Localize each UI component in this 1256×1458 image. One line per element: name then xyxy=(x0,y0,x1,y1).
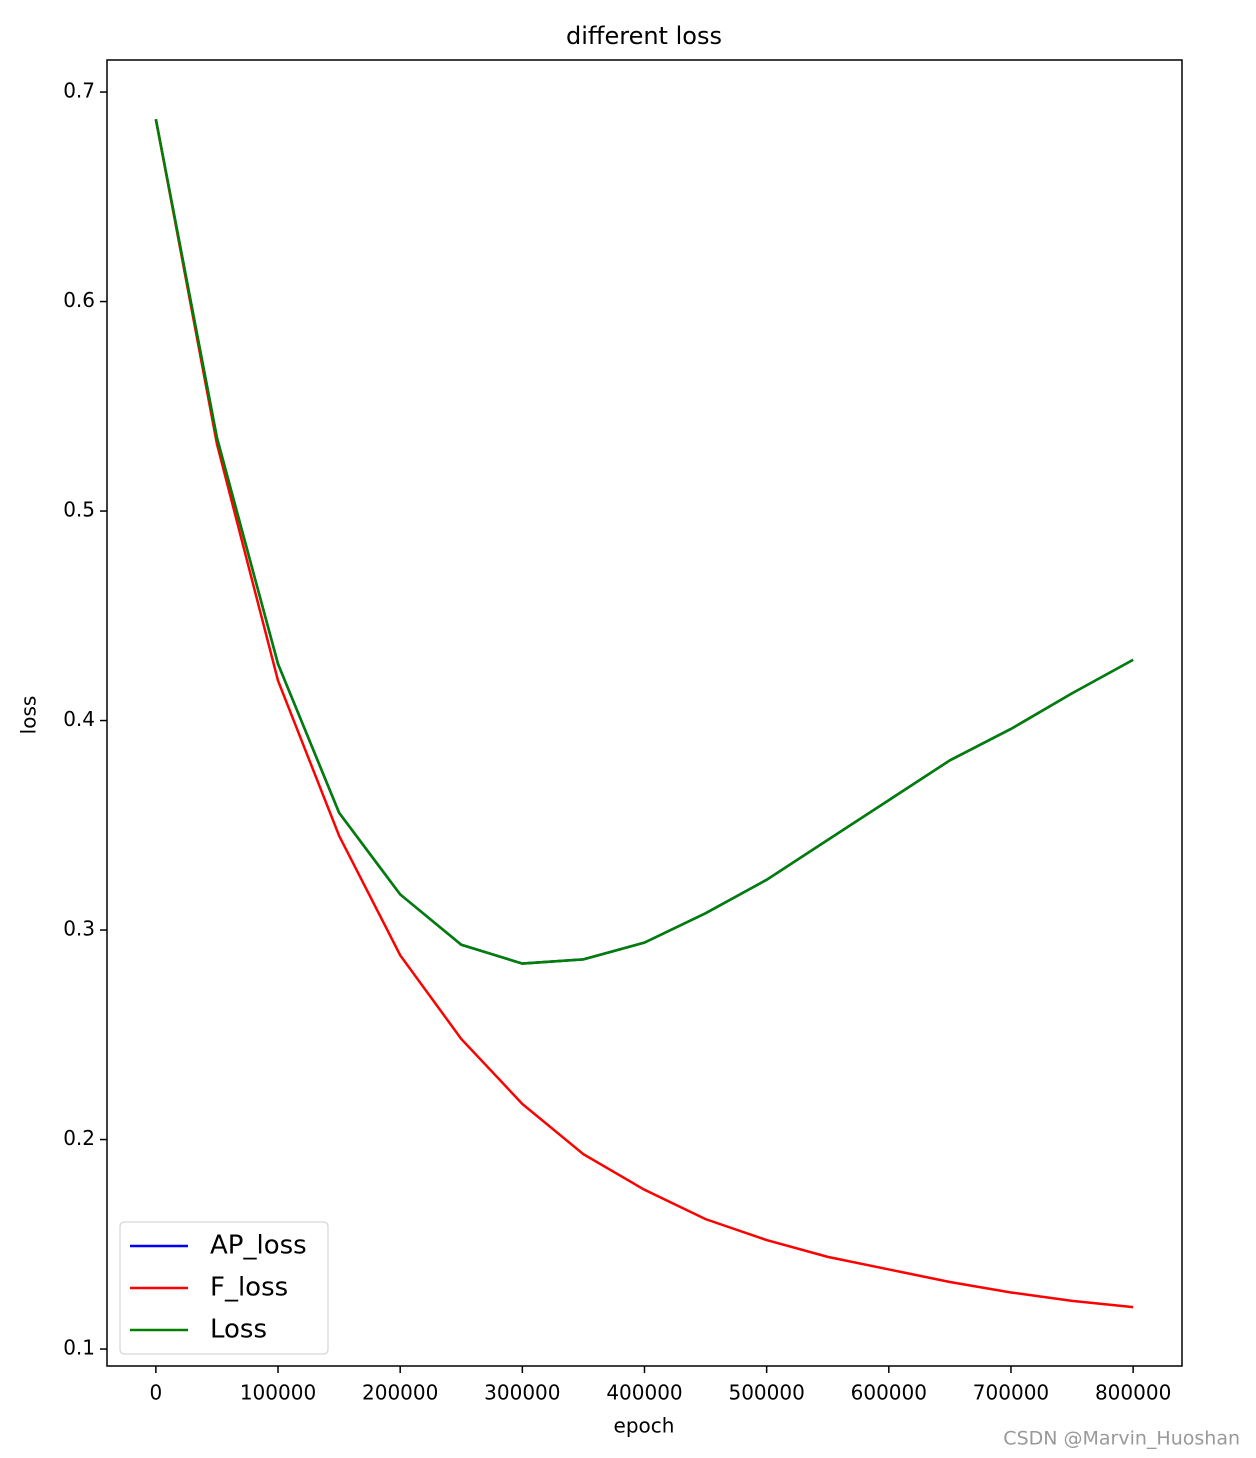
y-tick-label: 0.3 xyxy=(63,917,95,941)
y-tick-label: 0.7 xyxy=(63,79,95,103)
x-tick-label: 0 xyxy=(149,1381,162,1405)
legend-label: F_loss xyxy=(210,1273,288,1303)
legend-label: AP_loss xyxy=(210,1231,307,1261)
x-tick-label: 800000 xyxy=(1095,1381,1171,1405)
line xyxy=(154,119,1134,1309)
x-tick-label: 200000 xyxy=(362,1381,438,1405)
chart-title: different loss xyxy=(566,22,722,50)
line xyxy=(154,119,1134,965)
y-tick-label: 0.2 xyxy=(63,1126,95,1150)
watermark: CSDN @Marvin_Huoshan xyxy=(1003,1428,1240,1450)
x-tick-label: 500000 xyxy=(728,1381,804,1405)
y-tick-label: 0.5 xyxy=(63,498,95,522)
y-tick-label: 0.6 xyxy=(63,288,95,312)
x-axis-label: epoch xyxy=(614,1414,675,1438)
y-tick-label: 0.1 xyxy=(63,1336,95,1360)
legend-box xyxy=(119,1221,329,1355)
line xyxy=(154,119,1134,965)
x-tick-label: 400000 xyxy=(606,1381,682,1405)
x-tick-label: 100000 xyxy=(240,1381,316,1405)
x-tick-label: 300000 xyxy=(484,1381,560,1405)
y-tick-label: 0.4 xyxy=(63,707,95,731)
x-tick-label: 700000 xyxy=(973,1381,1049,1405)
x-tick-label: 600000 xyxy=(851,1381,927,1405)
plot-frame xyxy=(106,59,1183,1367)
legend-label: Loss xyxy=(210,1315,267,1345)
y-axis-label: loss xyxy=(17,696,41,735)
